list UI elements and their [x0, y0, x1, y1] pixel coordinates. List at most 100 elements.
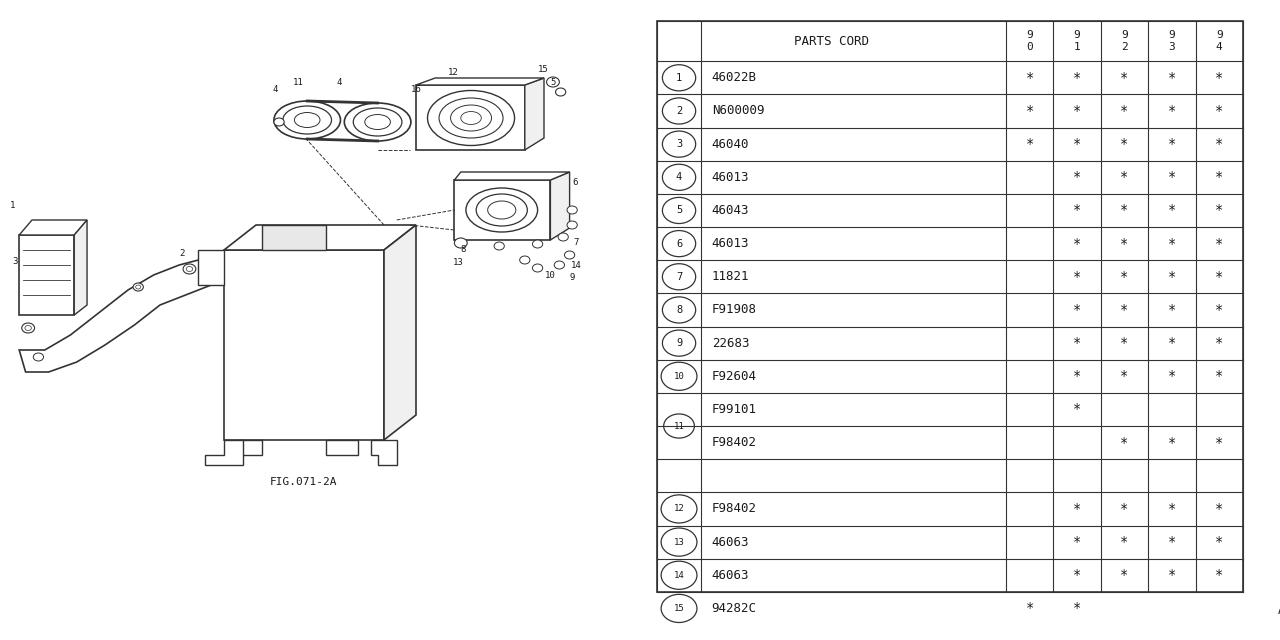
- Text: F98402: F98402: [712, 502, 756, 515]
- Text: 94282C: 94282C: [712, 602, 756, 615]
- Ellipse shape: [439, 98, 503, 138]
- Text: *: *: [1167, 303, 1176, 317]
- Text: 13: 13: [673, 538, 685, 547]
- Circle shape: [556, 88, 566, 96]
- Text: 11821: 11821: [712, 270, 749, 284]
- Ellipse shape: [488, 201, 516, 219]
- Text: 3: 3: [13, 257, 18, 266]
- Text: 1: 1: [10, 201, 15, 210]
- Text: 14: 14: [673, 571, 685, 580]
- Text: 9: 9: [1121, 30, 1128, 40]
- Text: *: *: [1215, 270, 1224, 284]
- Ellipse shape: [294, 113, 320, 127]
- Text: *: *: [1073, 204, 1082, 218]
- Text: FIG.071-2A: FIG.071-2A: [270, 477, 337, 487]
- Text: *: *: [1025, 137, 1034, 151]
- Text: *: *: [1215, 369, 1224, 383]
- Text: *: *: [1025, 104, 1034, 118]
- Circle shape: [662, 561, 698, 589]
- Ellipse shape: [466, 188, 538, 232]
- Text: 9: 9: [1027, 30, 1033, 40]
- Circle shape: [663, 297, 696, 323]
- Circle shape: [662, 495, 698, 523]
- Circle shape: [663, 164, 696, 190]
- Circle shape: [663, 131, 696, 157]
- Polygon shape: [74, 220, 87, 315]
- Text: *: *: [1215, 137, 1224, 151]
- Text: *: *: [1120, 270, 1129, 284]
- Text: *: *: [1120, 568, 1129, 582]
- Text: 46063: 46063: [712, 536, 749, 548]
- Text: *: *: [1167, 137, 1176, 151]
- Text: PARTS CORD: PARTS CORD: [794, 35, 869, 47]
- Circle shape: [564, 251, 575, 259]
- Text: 12: 12: [673, 504, 685, 513]
- Polygon shape: [198, 250, 224, 285]
- Text: *: *: [1215, 502, 1224, 516]
- Circle shape: [494, 242, 504, 250]
- Ellipse shape: [428, 90, 515, 145]
- Text: *: *: [1120, 502, 1129, 516]
- Text: *: *: [1073, 403, 1082, 417]
- Text: *: *: [1215, 71, 1224, 85]
- Text: *: *: [1167, 270, 1176, 284]
- Text: 8: 8: [461, 245, 466, 254]
- Circle shape: [136, 285, 141, 289]
- Ellipse shape: [274, 101, 340, 139]
- Text: *: *: [1215, 170, 1224, 184]
- Text: *: *: [1073, 502, 1082, 516]
- Text: *: *: [1215, 104, 1224, 118]
- Text: 11: 11: [673, 422, 685, 431]
- Text: 46013: 46013: [712, 237, 749, 250]
- Text: *: *: [1120, 71, 1129, 85]
- Text: 9: 9: [570, 273, 575, 282]
- Text: *: *: [1215, 336, 1224, 350]
- Text: F98402: F98402: [712, 436, 756, 449]
- Polygon shape: [205, 440, 243, 465]
- Text: *: *: [1073, 369, 1082, 383]
- Text: *: *: [1073, 137, 1082, 151]
- Circle shape: [663, 230, 696, 257]
- Text: *: *: [1167, 369, 1176, 383]
- Text: *: *: [1073, 104, 1082, 118]
- Text: 10: 10: [545, 271, 556, 280]
- Text: *: *: [1073, 535, 1082, 549]
- Text: 4: 4: [337, 78, 342, 87]
- Text: *: *: [1167, 535, 1176, 549]
- Text: 4: 4: [273, 85, 278, 94]
- Polygon shape: [416, 85, 525, 150]
- Circle shape: [547, 77, 559, 87]
- Text: *: *: [1120, 104, 1129, 118]
- Circle shape: [662, 362, 698, 390]
- Text: *: *: [1167, 104, 1176, 118]
- Circle shape: [567, 206, 577, 214]
- Text: 9: 9: [1216, 30, 1222, 40]
- Text: 7: 7: [676, 272, 682, 282]
- Text: 1: 1: [1074, 42, 1080, 52]
- Text: *: *: [1120, 137, 1129, 151]
- Bar: [657, 21, 1243, 592]
- Polygon shape: [384, 225, 416, 440]
- Text: 13: 13: [453, 258, 463, 267]
- Text: *: *: [1167, 170, 1176, 184]
- Circle shape: [532, 240, 543, 248]
- Circle shape: [187, 266, 192, 271]
- Circle shape: [663, 65, 696, 91]
- Text: 7: 7: [573, 238, 579, 247]
- Text: *: *: [1073, 237, 1082, 251]
- Text: 46022B: 46022B: [712, 71, 756, 84]
- Polygon shape: [19, 235, 74, 315]
- Text: 10: 10: [673, 372, 685, 381]
- Circle shape: [663, 98, 696, 124]
- Polygon shape: [19, 260, 211, 372]
- Circle shape: [663, 330, 696, 356]
- Text: *: *: [1120, 170, 1129, 184]
- Polygon shape: [371, 440, 397, 465]
- Circle shape: [567, 221, 577, 229]
- Text: *: *: [1120, 204, 1129, 218]
- Text: 15: 15: [538, 65, 548, 74]
- Text: *: *: [1025, 602, 1034, 616]
- Circle shape: [183, 264, 196, 274]
- Text: *: *: [1167, 237, 1176, 251]
- Circle shape: [133, 283, 143, 291]
